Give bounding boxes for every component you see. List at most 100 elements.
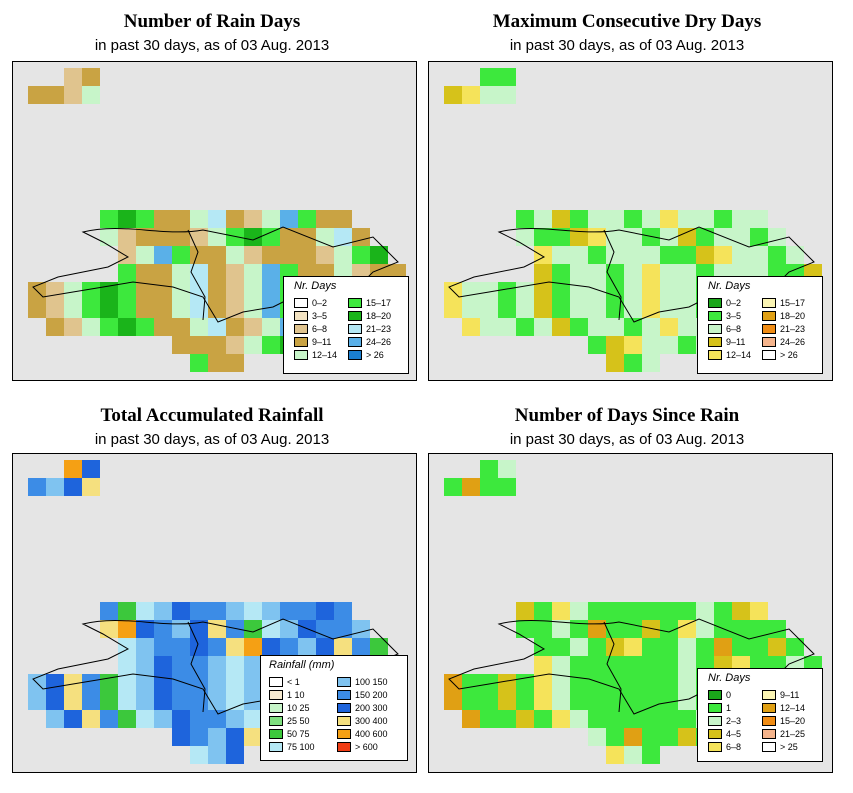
grid-cell [172, 282, 190, 300]
grid-cell [642, 620, 660, 638]
grid-cell [262, 300, 280, 318]
grid-cell [190, 728, 208, 746]
grid-cell [498, 710, 516, 728]
grid-cell [678, 692, 696, 710]
grid-cell [624, 318, 642, 336]
grid-cell [534, 246, 552, 264]
legend-swatch [762, 337, 776, 347]
grid-cell [588, 674, 606, 692]
grid-cell [552, 318, 570, 336]
grid-cell [64, 318, 82, 336]
grid-cell [552, 674, 570, 692]
grid-cell [46, 692, 64, 710]
grid-cell [118, 210, 136, 228]
grid-cell [570, 602, 588, 620]
grid-cell [552, 246, 570, 264]
legend-swatch [337, 703, 351, 713]
grid-cell [172, 638, 190, 656]
grid-cell [534, 656, 552, 674]
coastline-outline [448, 226, 815, 323]
legend-label: 300 400 [355, 716, 388, 726]
grid-cell [606, 602, 624, 620]
grid-cell [280, 246, 298, 264]
legend-item: 4–5 [708, 728, 741, 740]
legend-item: 0 [708, 689, 731, 701]
grid-cell [190, 638, 208, 656]
legend-label: 21–25 [780, 729, 806, 739]
grid-cell [606, 746, 624, 764]
grid-cell [606, 300, 624, 318]
grid-cell [244, 264, 262, 282]
legend-label: 10 25 [287, 703, 310, 713]
legend-item: > 600 [337, 741, 378, 753]
coastline-outline [32, 226, 399, 323]
grid-cell [678, 620, 696, 638]
grid-cell [64, 674, 82, 692]
grid-cell [480, 674, 498, 692]
grid-cell [118, 282, 136, 300]
grid-cell [190, 282, 208, 300]
grid-cell [298, 246, 316, 264]
grid-cell [624, 264, 642, 282]
grid-cell [118, 602, 136, 620]
legend-label: 4–5 [726, 729, 742, 739]
grid-cell [244, 620, 262, 638]
grid-cell [534, 620, 552, 638]
grid-cell [570, 264, 588, 282]
grid-cell [750, 228, 768, 246]
grid-cell [316, 210, 334, 228]
legend-label: 3–5 [726, 311, 742, 321]
grid-cell [172, 336, 190, 354]
grid-cell [534, 264, 552, 282]
legend-label: > 26 [780, 350, 798, 360]
grid-cell [534, 210, 552, 228]
grid-cell [588, 318, 606, 336]
grid-cell [118, 656, 136, 674]
grid-cell [678, 318, 696, 336]
grid-cell [624, 354, 642, 372]
legend-item: 9–11 [708, 336, 745, 348]
grid-cell [190, 746, 208, 764]
legend-label: 21–23 [780, 324, 806, 334]
grid-cell [154, 710, 172, 728]
grid-cell [480, 710, 498, 728]
legend-swatch [708, 350, 722, 360]
legend-swatch [762, 716, 776, 726]
grid-cell [624, 728, 642, 746]
grid-cell [262, 210, 280, 228]
grid-cell [516, 602, 534, 620]
grid-cell [624, 228, 642, 246]
grid-cell [570, 638, 588, 656]
grid-cell [208, 746, 226, 764]
grid-cell [606, 710, 624, 728]
grid-cell [136, 264, 154, 282]
grid-cell [136, 318, 154, 336]
grid-cell [28, 692, 46, 710]
grid-cell [100, 210, 118, 228]
grid-cell [82, 710, 100, 728]
grid-cell [588, 692, 606, 710]
grid-cell [588, 282, 606, 300]
grid-cell [28, 86, 46, 104]
grid-cell [660, 264, 678, 282]
grid-cell [570, 300, 588, 318]
country-border-line [603, 621, 622, 713]
legend-label: 9–11 [780, 690, 800, 700]
grid-cell [462, 318, 480, 336]
coastline-outline [32, 618, 399, 715]
grid-cell [570, 620, 588, 638]
grid-cell [46, 710, 64, 728]
legend-label: 24–26 [780, 337, 806, 347]
grid-cell [750, 620, 768, 638]
grid-cell [480, 86, 498, 104]
legend-item: 200 300 [337, 702, 388, 714]
grid-cell [534, 602, 552, 620]
legend-label: 15–20 [780, 716, 806, 726]
grid-cell [64, 300, 82, 318]
grid-cell [226, 746, 244, 764]
grid-cell [444, 300, 462, 318]
grid-cell [660, 656, 678, 674]
grid-cell [208, 638, 226, 656]
grid-cell [118, 318, 136, 336]
panel-title-dry-days: Maximum Consecutive Dry Days [492, 11, 762, 32]
